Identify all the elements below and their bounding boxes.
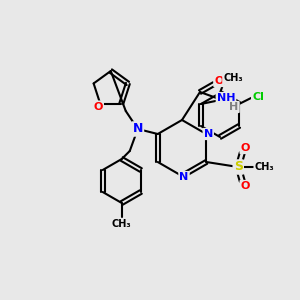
Text: H: H — [230, 102, 238, 112]
Text: N: N — [204, 129, 213, 139]
Text: CH₃: CH₃ — [254, 162, 274, 172]
Text: NH: NH — [217, 93, 235, 103]
Text: S: S — [234, 160, 243, 173]
Text: O: O — [241, 181, 250, 191]
Text: O: O — [214, 76, 224, 86]
Text: O: O — [94, 102, 103, 112]
Text: CH₃: CH₃ — [112, 219, 132, 229]
Text: Cl: Cl — [252, 92, 264, 102]
Text: N: N — [133, 122, 143, 136]
Text: N: N — [179, 172, 189, 182]
Text: CH₃: CH₃ — [223, 73, 243, 83]
Text: O: O — [241, 143, 250, 153]
